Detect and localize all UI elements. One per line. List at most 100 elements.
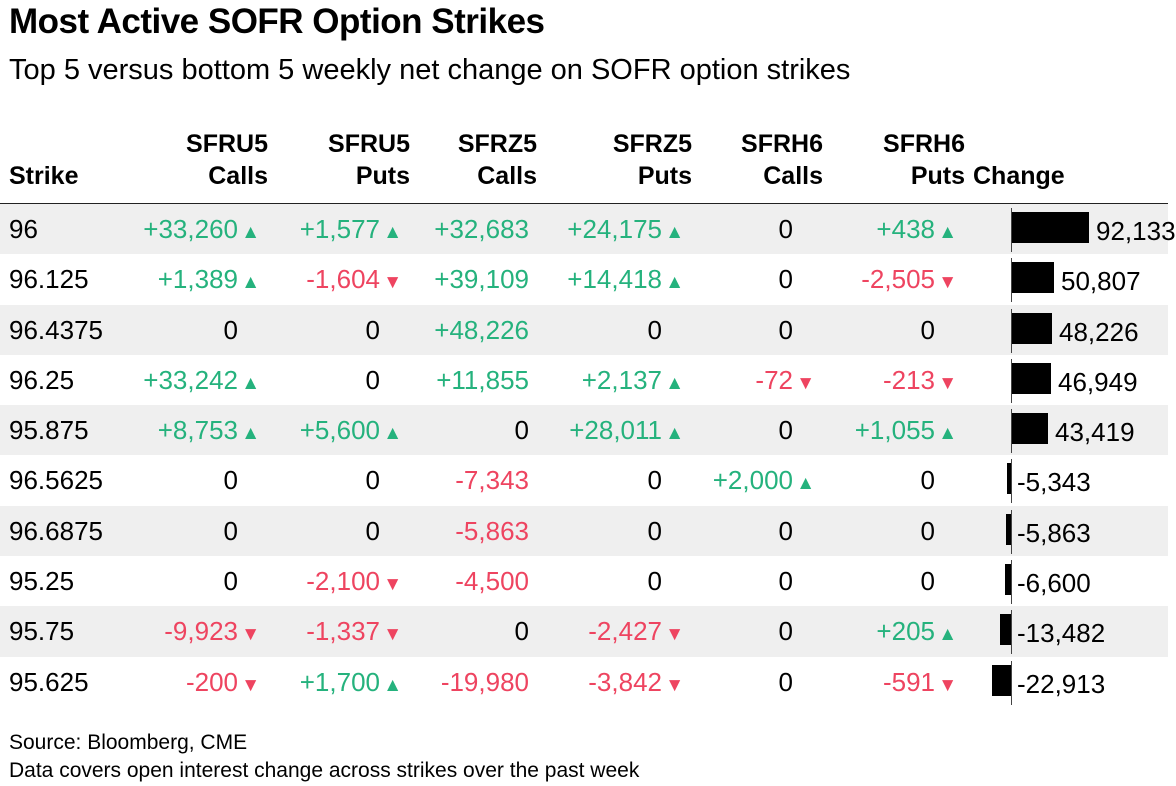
value-cell-sfrz5-puts: +24,175 ▲ xyxy=(567,204,684,254)
column-header-line1: SFRU5 xyxy=(186,130,268,158)
value-cell-sfrz5-calls: -7,343 xyxy=(455,455,529,505)
table-row: 95.625 -200 ▼ +1,700 ▲ -19,980 -3,842 ▼ 0 -591 ▼ -2… xyxy=(0,657,1168,707)
bar-zero-axis xyxy=(1011,258,1012,303)
table-row: 95.875 +8,753 ▲ +5,600 ▲ 0 +28,011 ▲ 0 +1,055 ▲ 43,… xyxy=(0,405,1168,456)
table-row: 96.125 +1,389 ▲ -1,604 ▼ +39,109 +14,418 ▲ 0 -2,5… xyxy=(0,254,1168,304)
value-text: 0 xyxy=(778,264,793,295)
value-text: 0 xyxy=(514,616,529,647)
value-cell-sfrz5-calls: -19,980 xyxy=(441,657,529,707)
up-arrow-icon: ▲ xyxy=(665,272,684,294)
down-arrow-icon: ▼ xyxy=(383,272,402,294)
value-text: 0 xyxy=(920,465,935,496)
value-cell-sfru5-puts: +1,577 ▲ xyxy=(300,204,402,254)
value-text: 0 xyxy=(920,314,935,345)
value-text: +8,753 xyxy=(157,415,238,446)
change-bar-cell: 92,133 xyxy=(960,204,1176,254)
up-arrow-icon: ▲ xyxy=(241,423,260,445)
value-text: -200 xyxy=(185,666,238,697)
value-cell-sfrz5-puts: -2,427 ▼ xyxy=(588,606,684,656)
value-cell-sfrz5-calls: -4,500 xyxy=(455,556,529,606)
value-cell-sfru5-calls: 0 xyxy=(224,455,238,505)
value-cell-sfrz5-puts: 0 xyxy=(648,305,662,355)
value-cell-sfrh6-puts: -2,505 ▼ xyxy=(861,254,957,304)
column-header-line2: Puts xyxy=(355,162,410,190)
value-cell-sfru5-puts: -2,100 ▼ xyxy=(306,556,402,606)
value-text: 0 xyxy=(778,566,793,597)
table-row: 96.6875 0 0 -5,863 0 0 0 -5,863 xyxy=(0,505,1168,557)
up-arrow-icon: ▲ xyxy=(241,222,260,243)
data-note: Data covers open interest change across … xyxy=(9,759,640,782)
table-row: 96 +33,260 ▲ +1,577 ▲ +32,683 +24,175 ▲ 0 +438 ▲ 92… xyxy=(0,204,1176,255)
value-text: -2,100 xyxy=(306,566,380,597)
change-bar-label: -6,600 xyxy=(1017,568,1091,599)
value-text: 0 xyxy=(365,465,380,496)
value-text: 0 xyxy=(778,214,793,244)
value-cell-sfrz5-calls: +11,855 xyxy=(436,355,529,405)
value-text: 0 xyxy=(778,415,793,446)
column-header-change: Change xyxy=(973,128,1065,192)
value-text: -213 xyxy=(882,364,935,395)
value-text: +48,226 xyxy=(434,314,529,345)
value-cell-sfrh6-puts: +438 ▲ xyxy=(876,204,957,254)
column-header-line2: Change xyxy=(973,162,1065,190)
down-arrow-icon: ▼ xyxy=(665,624,684,646)
value-cell-sfrz5-calls: 0 xyxy=(515,405,529,455)
column-header-strike: Strike xyxy=(9,128,78,192)
value-text: +1,055 xyxy=(854,415,935,446)
strike-cell: 95.25 xyxy=(9,566,75,597)
up-arrow-icon: ▲ xyxy=(383,674,402,696)
change-bar xyxy=(1012,312,1052,344)
value-cell-sfrh6-calls: 0 xyxy=(779,506,793,556)
value-text: +39,109 xyxy=(434,264,529,295)
value-text: +438 xyxy=(876,214,935,244)
change-bar-cell: 46,949 xyxy=(960,355,1168,405)
value-text: 0 xyxy=(223,314,238,345)
value-cell-sfrz5-puts: 0 xyxy=(648,506,662,556)
value-text: 0 xyxy=(223,566,238,597)
value-cell-sfrh6-calls: 0 xyxy=(779,606,793,656)
value-cell-sfrh6-puts: 0 xyxy=(921,305,935,355)
column-header-line2: Calls xyxy=(763,162,823,190)
value-cell-sfrh6-calls: 0 xyxy=(779,657,793,707)
value-cell-sfru5-puts: +5,600 ▲ xyxy=(300,405,402,455)
value-cell-sfrz5-puts: 0 xyxy=(648,556,662,606)
value-text: +33,242 xyxy=(143,364,238,395)
strike-cell: 96 xyxy=(9,214,38,244)
value-text: 0 xyxy=(647,566,662,597)
value-cell-sfru5-calls: +33,260 ▲ xyxy=(143,204,260,254)
change-bar-cell: -13,482 xyxy=(960,606,1168,656)
value-cell-sfrz5-puts: 0 xyxy=(648,455,662,505)
bar-zero-axis xyxy=(1011,509,1012,554)
value-text: +205 xyxy=(876,616,935,647)
table-row: 95.25 0 -2,100 ▼ -4,500 0 0 0 -6,600 xyxy=(0,556,1168,606)
value-text: +1,700 xyxy=(299,666,380,697)
value-text: +24,175 xyxy=(567,214,662,244)
change-bar-cell: 50,807 xyxy=(960,254,1168,304)
value-text: -72 xyxy=(755,364,793,395)
column-header-sfrz5-calls: SFRZ5 Calls xyxy=(458,128,537,192)
value-text: 0 xyxy=(365,515,380,546)
table-row: 96.4375 0 0 +48,226 0 0 0 48,226 xyxy=(0,304,1168,355)
value-text: -1,604 xyxy=(306,264,380,295)
column-header-sfru5-calls: SFRU5 Calls xyxy=(186,128,268,192)
value-text: -7,343 xyxy=(455,465,529,496)
change-bar-label: -5,343 xyxy=(1017,467,1091,498)
value-text: +32,683 xyxy=(434,214,529,244)
down-arrow-icon: ▼ xyxy=(938,272,957,294)
column-header-line2: Calls xyxy=(477,162,537,190)
change-bar xyxy=(1005,564,1011,596)
strike-cell: 96.6875 xyxy=(9,515,103,546)
value-text: +33,260 xyxy=(143,214,238,244)
value-cell-sfrz5-puts: -3,842 ▼ xyxy=(588,657,684,707)
table-header: Strike SFRU5 Calls SFRU5 Puts SFRZ5 Calls SFRZ5… xyxy=(0,128,1176,192)
value-text: 0 xyxy=(223,515,238,546)
down-arrow-icon: ▼ xyxy=(665,674,684,696)
column-header-line1: SFRZ5 xyxy=(457,130,537,158)
value-text: 0 xyxy=(778,616,793,647)
change-bar-cell: -6,600 xyxy=(960,556,1168,606)
value-cell-sfrh6-calls: 0 xyxy=(779,254,793,304)
change-bar-cell: 48,226 xyxy=(960,305,1168,355)
value-text: -2,427 xyxy=(588,616,662,647)
strike-cell: 96.5625 xyxy=(9,465,103,496)
source-note: Source: Bloomberg, CME xyxy=(9,731,248,754)
